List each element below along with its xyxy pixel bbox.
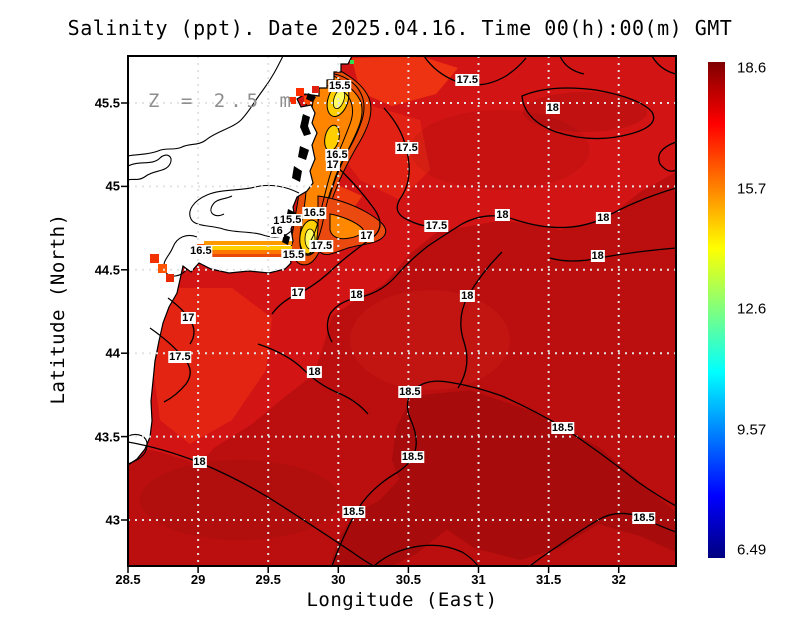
y-tick-label: 43 (105, 512, 120, 528)
contour-label: 18 (590, 250, 605, 263)
x-tick-label: 28.5 (115, 572, 141, 587)
contour-label: 18 (596, 212, 611, 225)
y-axis-title: Latitude (North) (47, 213, 69, 405)
y-tick-label: 43.5 (94, 429, 120, 445)
contour-label: 18 (307, 365, 322, 378)
contour-label: 18.5 (550, 422, 575, 435)
contour-label: 15.5 (281, 248, 306, 261)
contour-label: 17.5 (424, 220, 449, 233)
x-tick-label: 30.5 (395, 572, 422, 587)
texture (140, 460, 340, 540)
chart-title: Salinity (ppt). Date 2025.04.16. Time 00… (67, 16, 733, 40)
contour-label: 17 (290, 287, 305, 300)
colorbar (708, 62, 725, 558)
x-tick-label: 29 (190, 572, 206, 587)
x-tick-label: 32 (611, 572, 626, 587)
x-tick-label: 31 (471, 572, 486, 587)
contour-label: 18.5 (398, 385, 422, 398)
y-tick-label: 45.5 (94, 95, 120, 111)
contour-label: 17.5 (168, 350, 192, 363)
colorbar-tick-label: 18.6 (737, 59, 767, 77)
coastal-cells (289, 86, 319, 104)
x-tick-label: 30 (331, 572, 346, 587)
gridlines (128, 56, 676, 566)
contour-label: 18 (495, 208, 510, 221)
y-tick-label: 44 (105, 345, 120, 361)
contour-label: 18.5 (400, 450, 425, 463)
x-tick-label: 31.5 (535, 572, 562, 587)
contour-label: 18 (192, 455, 207, 468)
tick-marks (121, 102, 620, 573)
y-tick-label: 45 (105, 178, 120, 194)
bright-patch (352, 56, 458, 106)
contour-label: 16.5 (302, 207, 327, 220)
x-axis-title: Longitude (East) (306, 589, 498, 611)
colorbar-tick-label: 6.49 (737, 541, 767, 559)
salinity-field (128, 56, 676, 566)
colorbar-tick-label: 12.6 (737, 300, 767, 318)
highest-salinity-region (392, 390, 676, 560)
contour-label: 18.5 (342, 505, 366, 518)
contour-label: 15.5 (278, 213, 303, 226)
texture (410, 110, 590, 190)
contour-label: 15.5 (327, 80, 352, 93)
texture (350, 290, 510, 390)
contour-label: 18.5 (632, 512, 656, 525)
colorbar-tick-label: 9.57 (737, 421, 767, 438)
contour-label: 18 (349, 288, 364, 301)
contour-label: 18 (545, 102, 560, 114)
colorbar-tick-label: 15.7 (737, 180, 767, 197)
contour-label: 17.5 (395, 142, 419, 155)
depth-annotation: Z = 2.5 m (148, 90, 296, 112)
contour-label: 16.5 (189, 245, 213, 258)
low-salinity-speck (350, 60, 354, 64)
contour-label: 16.5 (325, 148, 349, 161)
plot-frame (127, 55, 677, 567)
contour-label: 16 (269, 225, 284, 238)
contour-label: 17.5 (309, 240, 334, 253)
contour-label: 18 (460, 290, 475, 303)
contour-label: 17 (325, 158, 340, 171)
y-tick-label: 44.5 (94, 262, 120, 278)
x-tick-label: 29.5 (255, 572, 281, 587)
contour-label: 17 (181, 312, 196, 325)
highest-salinity-region (330, 468, 462, 566)
contour-label: 17.5 (455, 73, 479, 86)
bright-patch (152, 288, 272, 444)
contour-label: 17 (359, 230, 374, 243)
